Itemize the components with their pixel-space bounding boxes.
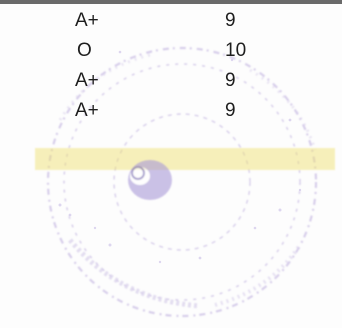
- grade-point-cell: 9: [225, 10, 236, 31]
- grade-point-cell: 9: [225, 100, 236, 121]
- grade-cell: O: [77, 40, 92, 61]
- grade-table: A+ 9 O 10 A+ 9 A+ 9: [0, 6, 305, 126]
- table-row: A+ 9: [0, 96, 305, 126]
- table-row: A+ 9: [0, 66, 305, 96]
- table-row: A+ 9: [0, 6, 305, 36]
- table-top-rule: [0, 0, 342, 4]
- grade-cell: A+: [75, 10, 99, 31]
- grade-cell: A+: [75, 70, 99, 91]
- grade-cell: A+: [75, 100, 99, 121]
- table-row: O 10: [0, 36, 305, 66]
- grade-point-cell: 10: [225, 40, 247, 61]
- grade-point-cell: 9: [225, 70, 236, 91]
